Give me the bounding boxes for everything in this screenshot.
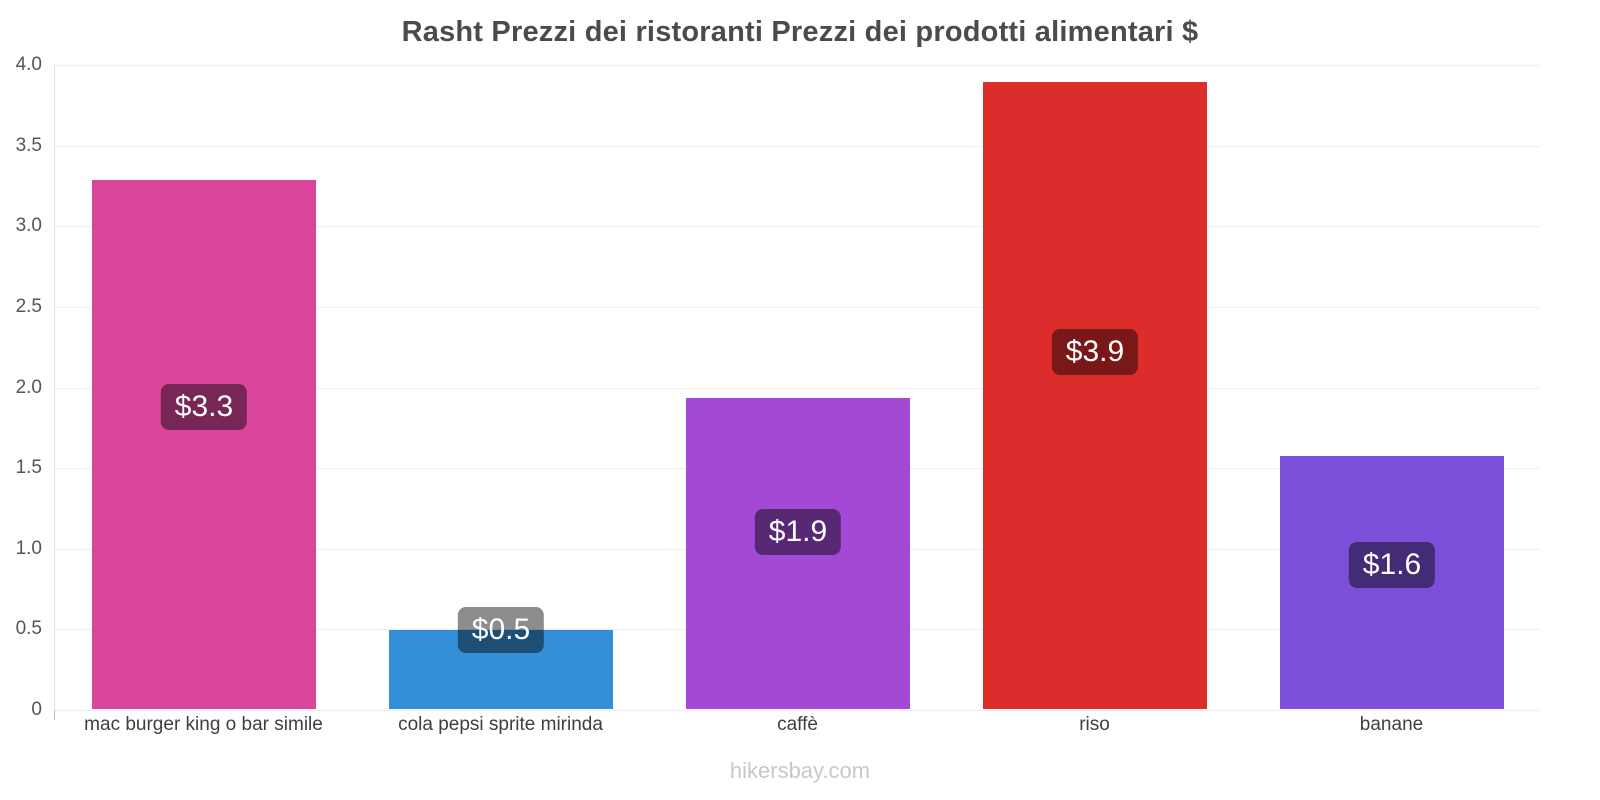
bar[interactable]: $1.9 (686, 398, 910, 709)
category-label: mac burger king o bar simile (84, 714, 323, 735)
y-tick-label: 2.5 (15, 295, 42, 317)
gridline (55, 306, 1540, 308)
bar[interactable]: $1.6 (1280, 456, 1504, 709)
gridline (55, 226, 1540, 228)
bar[interactable]: $0.5 (389, 607, 613, 709)
y-tick-label: 1.5 (15, 457, 42, 479)
y-tick-label: 4.0 (15, 54, 42, 75)
bar-value-badge: $3.3 (160, 384, 248, 430)
gridline (55, 710, 1540, 711)
y-tick-label: 1.0 (15, 537, 42, 559)
y-axis: 0 0.5 1.0 1.5 2.0 2.5 3.0 3.5 4.0 (0, 54, 46, 720)
gridline (55, 145, 1540, 147)
bar-value-badge: $1.9 (754, 509, 842, 555)
x-axis-labels: mac burger king o bar simile cola pepsi s… (55, 714, 1540, 736)
bar-value-badge: $3.9 (1051, 329, 1139, 375)
bar[interactable]: $3.3 (92, 180, 316, 709)
gridline (55, 65, 1540, 66)
source-watermark: hikersbay.com (729, 758, 871, 783)
y-tick-label: 2.0 (15, 376, 42, 398)
category-label: caffè (777, 714, 818, 735)
bar[interactable]: $3.9 (983, 82, 1207, 709)
bar-value-badge: $1.6 (1348, 542, 1436, 588)
gridline (55, 387, 1540, 389)
y-axis-line (54, 65, 55, 711)
y-tick-label: 0 (31, 699, 42, 720)
bar-value-badge: $0.5 (457, 607, 545, 653)
x-axis-tick (54, 710, 55, 720)
y-tick-label: 3.0 (15, 215, 42, 237)
y-tick-label: 3.5 (15, 134, 42, 156)
category-label: riso (1079, 714, 1110, 735)
category-label: banane (1359, 714, 1424, 735)
y-tick-label: 0.5 (15, 618, 42, 640)
plot-area: $3.3 $0.5 $1.9 $3.9 $1.6 (55, 65, 1540, 711)
category-label: cola pepsi sprite mirinda (398, 714, 603, 735)
chart-title: Rasht Prezzi dei ristoranti Prezzi dei p… (401, 16, 1199, 48)
